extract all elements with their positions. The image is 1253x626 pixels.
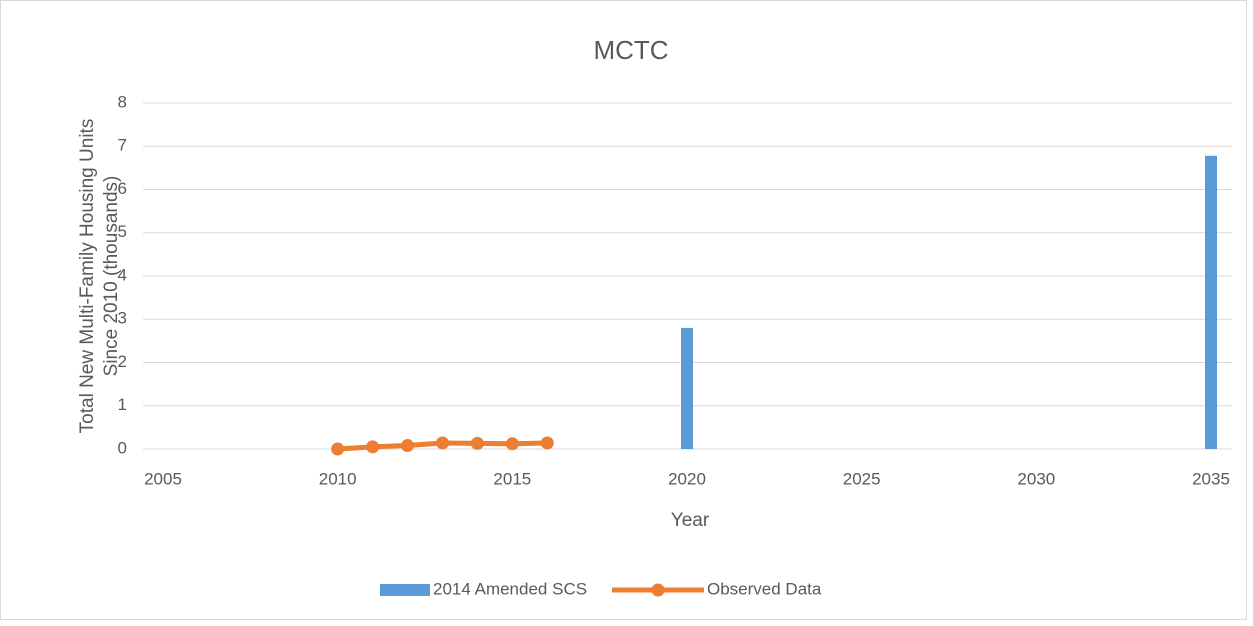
marker	[435, 436, 449, 450]
marker	[401, 439, 415, 453]
x-tick-label: 2035	[1192, 469, 1230, 488]
y-tick-label: 8	[118, 92, 127, 111]
marker	[505, 437, 519, 451]
chart-title: MCTC	[593, 35, 668, 65]
y-tick-label: 6	[118, 179, 127, 198]
y-tick-label: 5	[118, 222, 127, 241]
bar	[681, 327, 693, 449]
marker	[331, 442, 345, 456]
legend-label: Observed Data	[707, 579, 822, 598]
x-axis-title: Year	[671, 510, 710, 531]
y-axis-title-line: Since 2010 (thousands)	[101, 176, 122, 377]
y-tick-label: 1	[118, 395, 127, 414]
x-tick-label: 2025	[843, 469, 881, 488]
y-tick-label: 0	[118, 438, 127, 457]
marker	[470, 436, 484, 450]
y-tick-label: 2	[118, 352, 127, 371]
y-axis-title-line: Total New Multi-Family Housing Units	[77, 119, 98, 434]
y-tick-label: 7	[118, 136, 127, 155]
y-axis-title: Total New Multi-Family Housing Units Sin…	[77, 119, 122, 434]
marker	[540, 436, 554, 450]
y-tick-label: 4	[118, 265, 127, 284]
legend-label: 2014 Amended SCS	[433, 579, 587, 598]
x-tick-label: 2010	[319, 469, 357, 488]
x-tick-label: 2005	[144, 469, 182, 488]
bar	[1205, 155, 1217, 449]
legend-marker	[651, 583, 665, 597]
legend-swatch	[380, 584, 430, 596]
y-tick-label: 3	[118, 309, 127, 328]
marker	[366, 440, 380, 454]
x-tick-label: 2020	[668, 469, 706, 488]
x-tick-label: 2015	[493, 469, 531, 488]
x-tick-label: 2030	[1017, 469, 1055, 488]
